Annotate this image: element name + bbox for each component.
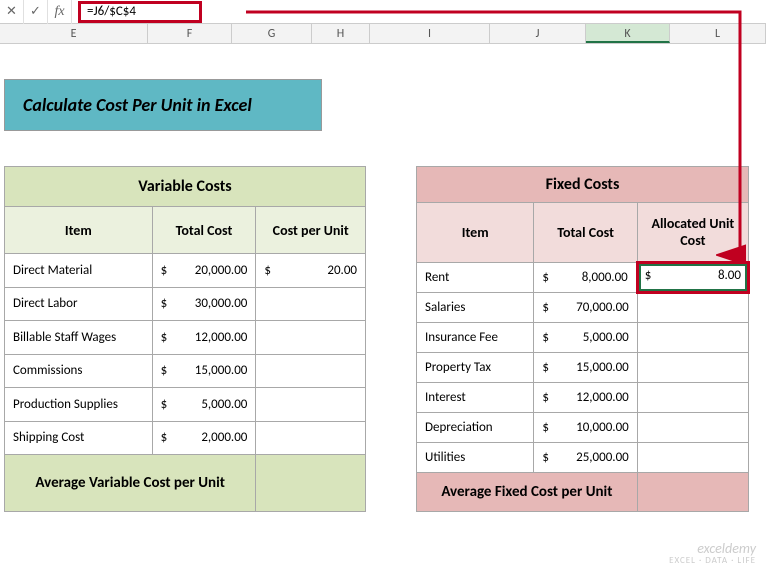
cell-total[interactable]: $15,000.00 [534,353,637,383]
cell-cpu[interactable] [256,421,366,455]
confirm-icon[interactable]: ✓ [24,0,48,24]
avg-variable-cost-value [256,455,366,512]
cell-item[interactable]: Direct Material [5,254,153,287]
formula-bar: ✕ ✓ fx =J6/$C$4 [0,0,766,24]
cell-cpu[interactable] [256,354,366,387]
cell-item[interactable]: Property Tax [417,353,534,383]
col-header-i[interactable]: I [370,24,490,43]
cell-total[interactable]: $25,000.00 [534,443,637,473]
cell-item[interactable]: Direct Labor [5,287,153,320]
table-row: Production Supplies$5,000.00 [5,388,366,421]
avg-fixed-cost-label: Average Fixed Cost per Unit [417,473,638,512]
cell-auc[interactable] [637,323,748,353]
cell-auc[interactable] [637,383,748,413]
cell-total[interactable]: $15,000.00 [152,354,256,387]
col-header-g[interactable]: G [232,24,312,43]
cell-item[interactable]: Rent [417,263,534,293]
cell-total[interactable]: $12,000.00 [152,321,256,354]
watermark: exceldemy EXCEL · DATA · LIFE [669,541,756,566]
col-header-e[interactable]: E [0,24,148,43]
cell-item[interactable]: Utilities [417,443,534,473]
cell-total[interactable]: $12,000.00 [534,383,637,413]
cell-total[interactable]: $8,000.00 [534,263,637,293]
table-row: Property Tax$15,000.00 [417,353,749,383]
cell-total[interactable]: $2,000.00 [152,421,256,455]
col-header-l[interactable]: L [670,24,766,43]
avg-variable-cost-label: Average Variable Cost per Unit [5,455,256,512]
cancel-icon[interactable]: ✕ [0,0,24,24]
sheet-area: Calculate Cost Per Unit in Excel Variabl… [0,79,766,512]
fixed-costs-heading: Fixed Costs [417,167,749,203]
cell-total[interactable]: $5,000.00 [534,323,637,353]
cell-item[interactable]: Production Supplies [5,388,153,421]
fx-icon[interactable]: fx [48,0,72,24]
table-row: Direct Material$20,000.00$20.00 [5,254,366,287]
col-item-fixed: Item [417,203,534,263]
page-title: Calculate Cost Per Unit in Excel [4,79,322,131]
cell-total[interactable]: $10,000.00 [534,413,637,443]
watermark-main: exceldemy [669,541,756,556]
col-cost-per-unit: Cost per Unit [256,207,366,254]
table-row: Rent$8,000.00$8.00 [417,263,749,293]
col-header-j[interactable]: J [490,24,586,43]
cell-cpu[interactable]: $20.00 [256,254,366,287]
table-row: Billable Staff Wages$12,000.00 [5,321,366,354]
col-header-f[interactable]: F [148,24,232,43]
watermark-sub: EXCEL · DATA · LIFE [669,556,756,566]
cell-auc[interactable] [637,413,748,443]
cell-cpu[interactable] [256,287,366,320]
cell-item[interactable]: Shipping Cost [5,421,153,455]
col-allocated-unit-cost: Allocated Unit Cost [637,203,748,263]
col-total-cost: Total Cost [152,207,256,254]
cell-total[interactable]: $5,000.00 [152,388,256,421]
table-row: Commissions$15,000.00 [5,354,366,387]
cell-total[interactable]: $20,000.00 [152,254,256,287]
cell-item[interactable]: Interest [417,383,534,413]
cell-item[interactable]: Commissions [5,354,153,387]
table-row: Interest$12,000.00 [417,383,749,413]
column-headers: EFGHIJKL [0,24,766,44]
variable-costs-table: Variable Costs Item Total Cost Cost per … [4,166,366,512]
cell-auc[interactable] [637,443,748,473]
fixed-costs-table: Fixed Costs Item Total Cost Allocated Un… [416,166,750,512]
col-header-k[interactable]: K [586,24,670,43]
table-row: Direct Labor$30,000.00 [5,287,366,320]
variable-costs-heading: Variable Costs [5,167,366,207]
cell-cpu[interactable] [256,321,366,354]
cell-cpu[interactable] [256,388,366,421]
table-row: Insurance Fee$5,000.00 [417,323,749,353]
cell-total[interactable]: $30,000.00 [152,287,256,320]
avg-fixed-cost-value [637,473,748,512]
col-header-h[interactable]: H [312,24,370,43]
cell-item[interactable]: Insurance Fee [417,323,534,353]
table-row: Salaries$70,000.00 [417,293,749,323]
cell-item[interactable]: Depreciation [417,413,534,443]
cell-auc[interactable] [637,293,748,323]
cell-total[interactable]: $70,000.00 [534,293,637,323]
cell-item[interactable]: Billable Staff Wages [5,321,153,354]
cell-item[interactable]: Salaries [417,293,534,323]
formula-input[interactable]: =J6/$C$4 [78,1,202,23]
table-row: Depreciation$10,000.00 [417,413,749,443]
col-total-cost-fixed: Total Cost [534,203,637,263]
table-row: Utilities$25,000.00 [417,443,749,473]
active-cell[interactable]: $8.00 [637,263,748,293]
cell-auc[interactable] [637,353,748,383]
table-row: Shipping Cost$2,000.00 [5,421,366,455]
col-item: Item [5,207,153,254]
